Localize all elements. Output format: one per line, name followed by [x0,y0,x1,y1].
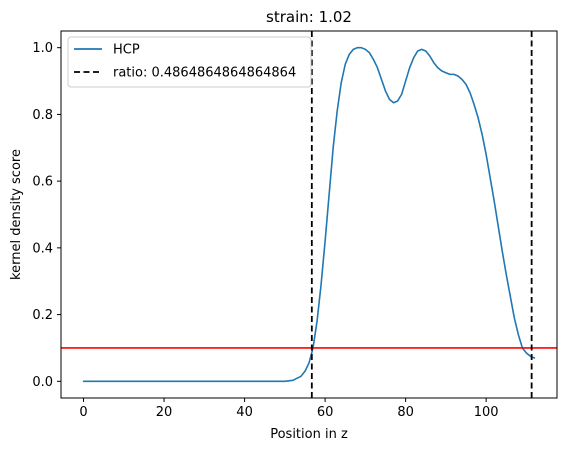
y-tick-label: 0.4 [32,241,53,256]
y-tick-label: 0.0 [32,375,53,390]
x-tick-label: 60 [317,405,334,420]
x-tick-label: 0 [79,405,87,420]
legend-entry-hcp-label: HCP [113,43,140,58]
y-axis-label: kernel density score [9,149,24,280]
series-line-hcp [82,46,536,383]
chart-title: strain: 1.02 [266,8,352,26]
legend-box [67,36,312,88]
x-tick-label: 80 [397,405,414,420]
x-tick-label: 40 [236,405,253,420]
x-axis-label: Position in z [270,427,348,442]
y-tick-label: 1.0 [32,41,53,56]
y-tick-label: 0.2 [32,308,53,323]
legend: HCP ratio: 0.4864864864864864 [67,36,312,88]
legend-entry-ratio-label: ratio: 0.4864864864864864 [113,66,296,81]
y-tick-label: 0.6 [32,175,53,190]
plot-area [61,31,557,398]
x-tick-label: 20 [156,405,173,420]
x-tick-label: 100 [474,405,499,420]
axes-frame [60,30,558,399]
y-tick-label: 0.8 [32,108,53,123]
